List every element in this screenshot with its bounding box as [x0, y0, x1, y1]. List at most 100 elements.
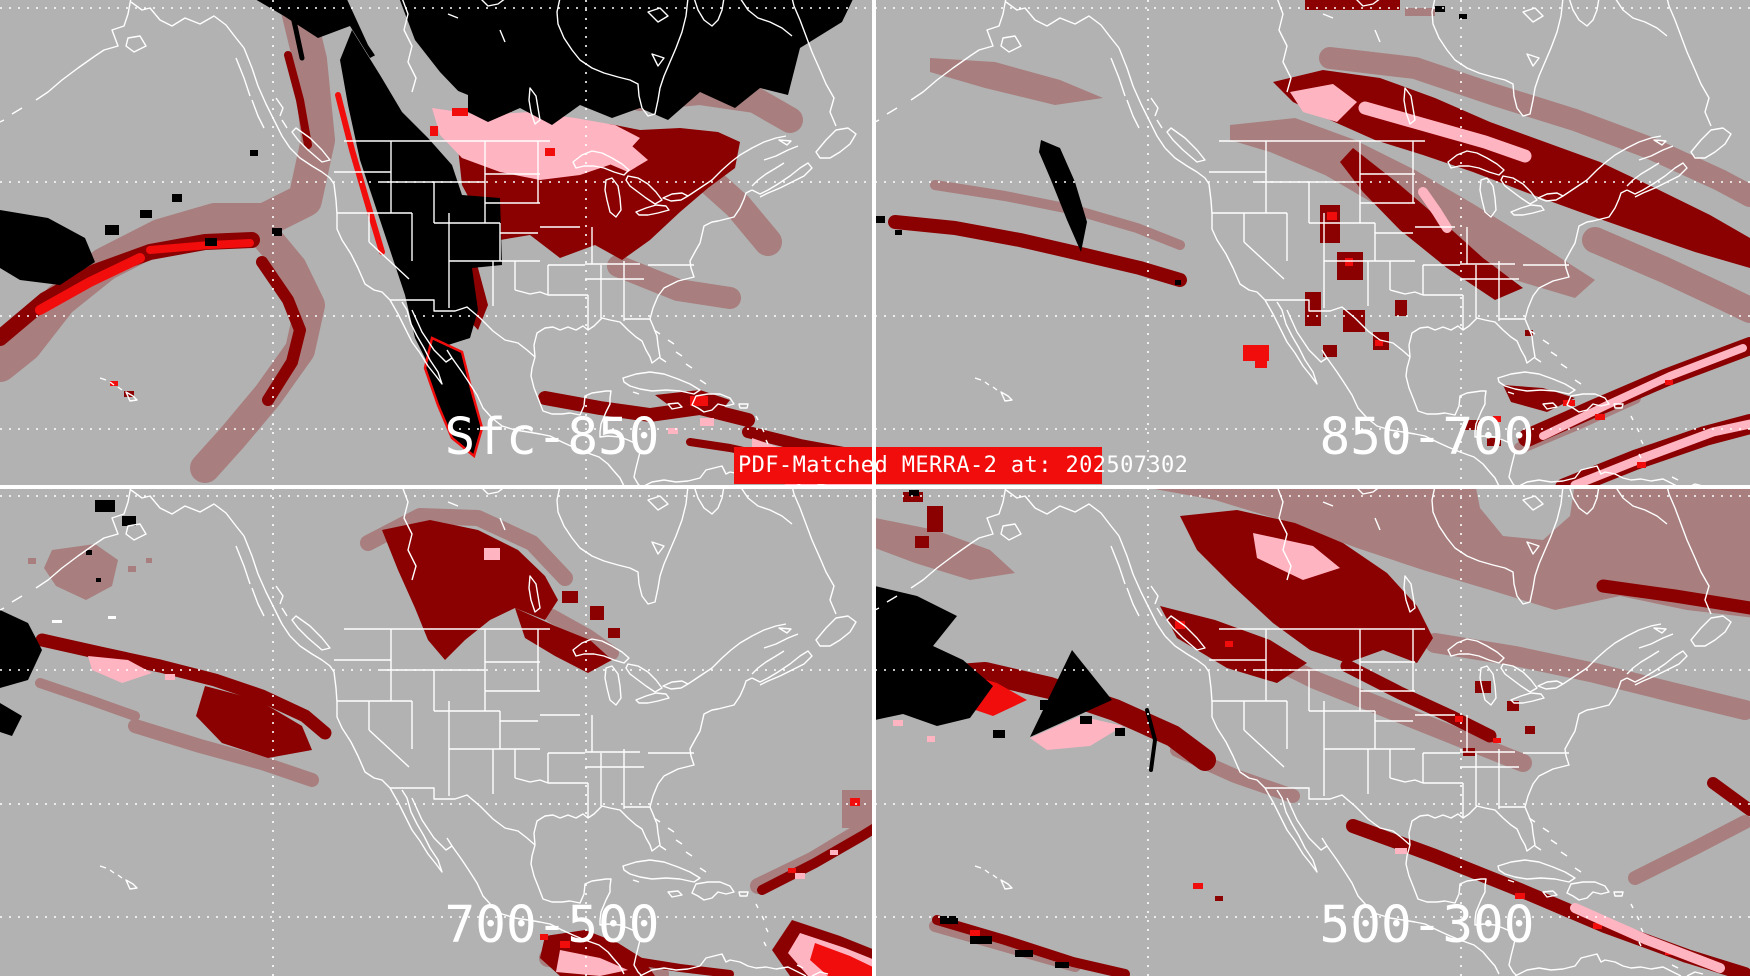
- panel-label-sfc-850: Sfc-850: [444, 408, 660, 467]
- data-region-dark_red: [1305, 0, 1400, 10]
- data-region-rosy_brown: [128, 566, 136, 572]
- data-region-black: [875, 216, 885, 223]
- data-region-dark_red: [1475, 681, 1491, 693]
- graticule-dotted: [0, 488, 875, 976]
- data-region-black: [140, 210, 152, 218]
- data-region-rosy_brown: [875, 518, 1015, 580]
- data-region-black: [1459, 14, 1467, 19]
- data-region-black: [172, 194, 182, 202]
- data-region-pink: [600, 140, 648, 172]
- data-region-rosy_brown: [146, 558, 152, 563]
- data-region-red: [1593, 923, 1602, 929]
- panel-label-850-700: 850-700: [1319, 408, 1535, 467]
- data-region-red: [1345, 258, 1353, 266]
- data-region-red: [1493, 416, 1501, 422]
- data-region-dark_red: [1320, 205, 1340, 243]
- data-region-rosy_brown: [0, 0, 335, 382]
- data-region-pink: [668, 428, 678, 434]
- data-region-pink: [1290, 84, 1357, 122]
- coastline-and-borders: [0, 0, 857, 488]
- data-region-dark_red: [1160, 606, 1307, 683]
- data-region-red: [1375, 340, 1383, 346]
- data-region-dark_red: [1343, 310, 1365, 332]
- panel-divider-horizontal: [0, 485, 1750, 489]
- data-region-dark_red: [1487, 438, 1501, 446]
- data-region-rosy_brown: [1628, 815, 1750, 885]
- map-sfc-850: [0, 0, 875, 488]
- data-region-pink: [1395, 848, 1407, 854]
- data-region-pink: [893, 720, 903, 726]
- data-region-background: [1476, 488, 1575, 540]
- data-region-dark_red: [1525, 330, 1533, 336]
- data-region-red: [452, 108, 468, 116]
- data-region-pink: [1030, 716, 1123, 750]
- data-region-black: [1115, 728, 1125, 736]
- data-region-pink: [556, 950, 628, 976]
- data-region-black: [0, 210, 95, 285]
- data-region-red: [1665, 380, 1673, 385]
- data-region-dark_red: [614, 954, 734, 976]
- data-region-rosy_brown: [1425, 633, 1750, 720]
- map-850-700: [875, 0, 1750, 488]
- data-region-black: [423, 336, 484, 459]
- data-region-dark_red: [903, 492, 923, 502]
- data-region-pink: [1570, 419, 1750, 488]
- data-region-black: [1145, 708, 1157, 772]
- data-region-dark_red: [915, 536, 929, 548]
- data-region-dark_red: [1340, 148, 1523, 300]
- data-region-pink: [1253, 533, 1340, 580]
- data-region-dark_red: [1395, 300, 1407, 316]
- map-panel-700-500: 700-500: [0, 488, 875, 976]
- data-region-red: [1455, 716, 1463, 722]
- data-region-rosy_brown: [842, 790, 874, 828]
- data-region-dark_red: [1465, 420, 1481, 430]
- data-region-dark_red: [284, 51, 312, 149]
- data-region-dark_red: [1323, 345, 1337, 357]
- data-region-red: [540, 934, 548, 940]
- data-region-red: [1255, 360, 1267, 368]
- data-region-dark_red: [575, 643, 585, 651]
- graticule-dotted: [875, 488, 1750, 976]
- data-region-black: [95, 500, 115, 512]
- data-region-red: [690, 396, 708, 406]
- data-region-pink: [830, 850, 838, 855]
- data-region-rosy_brown: [545, 609, 619, 660]
- coastline-and-borders: [0, 488, 857, 976]
- data-region-black: [895, 230, 902, 235]
- data-region-red: [560, 941, 570, 948]
- data-region-black: [122, 516, 136, 526]
- data-region-black: [1039, 140, 1087, 252]
- data-region-pink: [1539, 344, 1747, 440]
- data-region-black: [1175, 280, 1181, 285]
- data-region-red: [1225, 641, 1233, 647]
- data-region-dark_red: [196, 686, 312, 758]
- data-region-dark_red: [562, 591, 578, 603]
- data-region-pink: [700, 418, 714, 426]
- timestamp-banner: [734, 447, 1102, 484]
- data-region-pink: [1418, 187, 1452, 233]
- data-region-rosy_brown: [1405, 8, 1435, 16]
- data-region-black: [1055, 962, 1069, 968]
- data-region-black: [909, 490, 919, 496]
- data-region-red: [35, 253, 145, 315]
- data-region-black: [970, 936, 992, 944]
- data-region-dark_red: [1305, 292, 1321, 326]
- data-region-black: [0, 610, 42, 688]
- data-region-red: [788, 868, 796, 873]
- coastline-and-borders: [875, 0, 1732, 488]
- data-region-dark_red: [1596, 579, 1750, 615]
- data-region-black: [993, 730, 1005, 738]
- data-region-rosy_brown: [930, 58, 1103, 105]
- map-panel-sfc-850: Sfc-850: [0, 0, 875, 488]
- data-region-black: [286, 0, 305, 61]
- data-region-dark_red: [590, 606, 604, 620]
- data-region-black: [1015, 950, 1033, 957]
- data-region-dark_red: [608, 628, 620, 638]
- data-region-red: [430, 126, 438, 136]
- data-region-dark_red: [1180, 510, 1433, 663]
- data-region-black: [105, 225, 119, 235]
- data-region-dark_red: [1340, 659, 1497, 743]
- data-region-background: [347, 0, 462, 108]
- data-region-red: [545, 148, 555, 156]
